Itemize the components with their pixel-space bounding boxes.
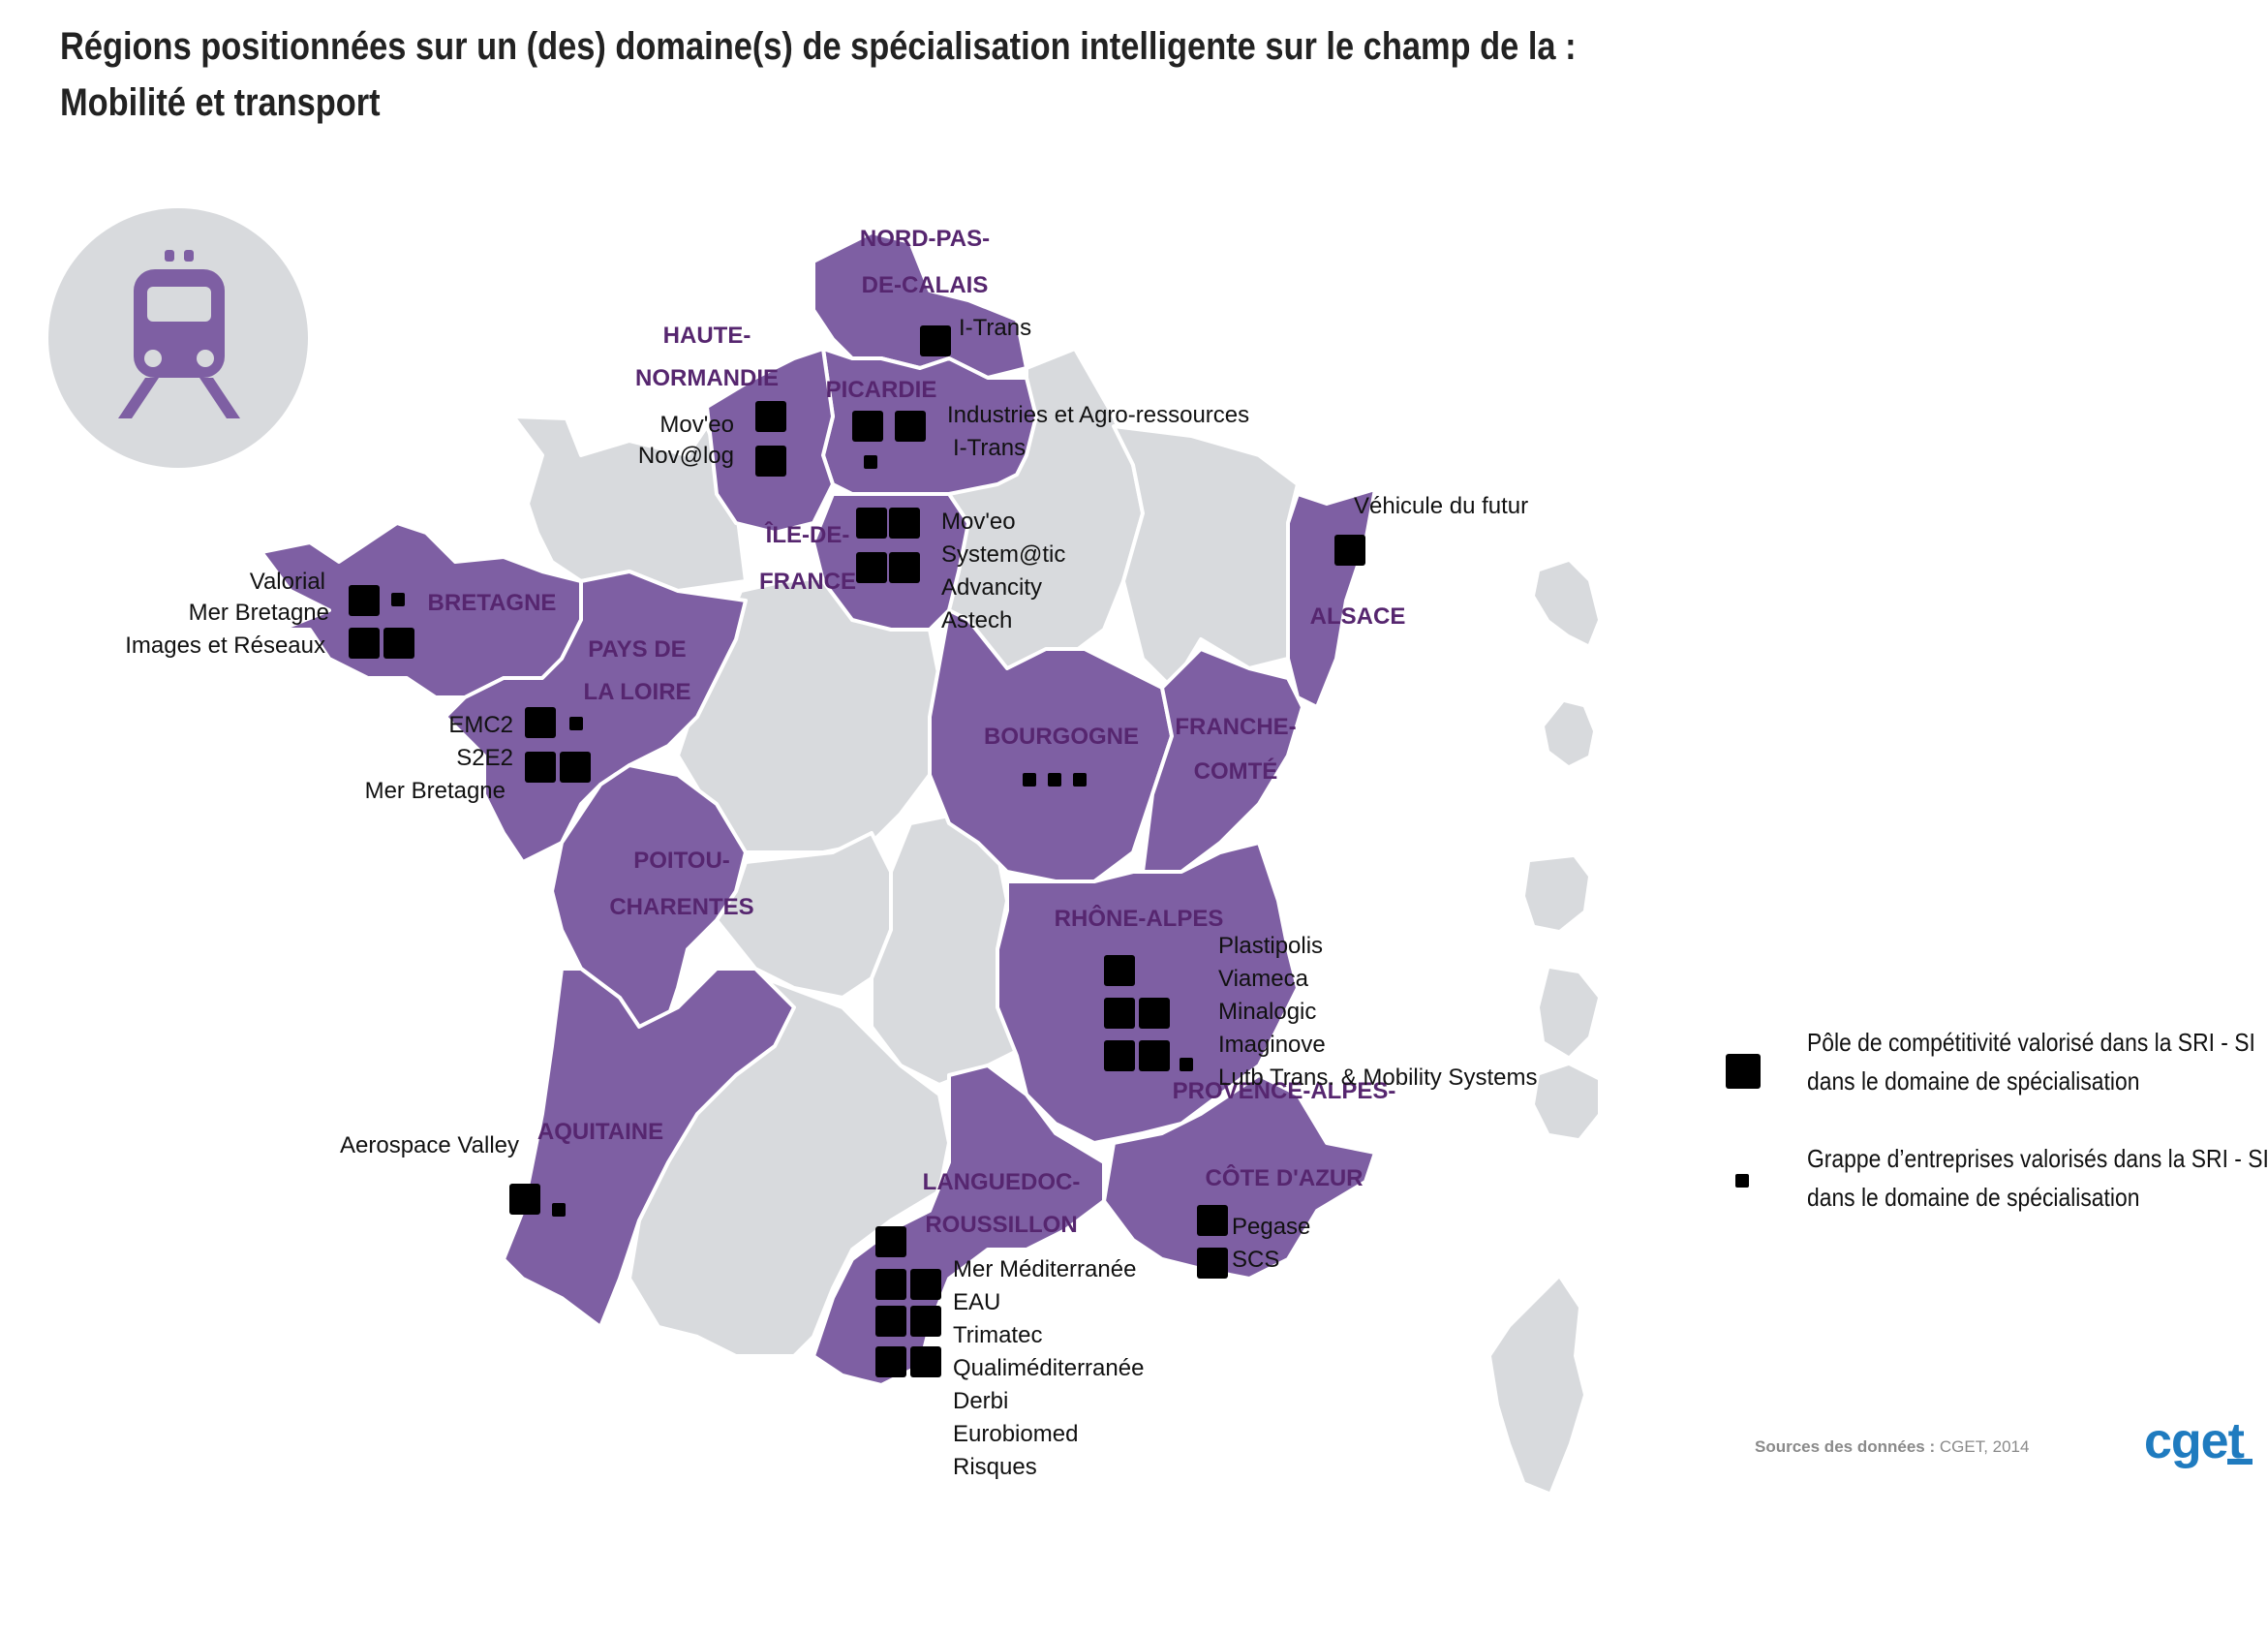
data-sources: Sources des données : CGET, 2014 <box>1755 1437 2029 1457</box>
cluster-label: Véhicule du futur <box>1354 493 1528 519</box>
cluster-label: Mer Bretagne <box>365 778 506 804</box>
region-label-bretagne: BRETAGNE <box>428 590 557 616</box>
cluster-label: Astech <box>941 607 1012 633</box>
region-label-nord-pas-de-calais-1: NORD-PAS- <box>860 226 990 252</box>
legend-pole-line2: dans le domaine de spécialisation <box>1807 1066 2140 1096</box>
region-label-haute-normandie-2: NORMANDIE <box>635 365 779 391</box>
overseas-martinique <box>1545 702 1593 765</box>
region-haute-normandie <box>705 347 835 535</box>
cluster-label: Industries et Agro-ressources <box>947 402 1249 428</box>
region-poitou-charentes <box>550 763 748 1029</box>
cluster-label: Eurobiomed <box>953 1421 1078 1447</box>
region-label-ile-de-france-1: ÎLE-DE- <box>765 521 850 548</box>
cluster-label: I-Trans <box>959 315 1031 341</box>
region-label-pays-de-la-loire-1: PAYS DE <box>588 636 686 663</box>
region-franche-comte <box>1141 647 1304 874</box>
region-label-paca-1: PROVENCE-ALPES- <box>1173 1078 1396 1104</box>
overseas-guyane <box>1525 857 1588 930</box>
cluster-label: EAU <box>953 1289 1000 1315</box>
cluster-symbols <box>349 325 1365 1377</box>
region-label-haute-normandie-1: HAUTE- <box>663 323 751 349</box>
legend-grappe-symbol <box>1735 1174 1749 1188</box>
cluster-label: Risques <box>953 1454 1037 1480</box>
region-provence-alpes-cote-dazur <box>1102 1073 1377 1281</box>
cluster-label: Aerospace Valley <box>340 1132 519 1158</box>
region-label-paca-2: CÔTE D'AZUR <box>1205 1164 1363 1191</box>
cluster-label: SCS <box>1232 1247 1279 1273</box>
region-label-picardie: PICARDIE <box>826 377 937 403</box>
sources-label: Sources des données : <box>1755 1437 1936 1456</box>
region-label-languedoc-2: ROUSSILLON <box>925 1212 1077 1238</box>
cluster-label: Plastipolis <box>1218 933 1323 959</box>
cget-logo-bar <box>2227 1459 2253 1465</box>
cluster-label: Lutb Trans. & Mobility Systems <box>1218 1065 1537 1091</box>
cluster-label: Imaginove <box>1218 1032 1326 1058</box>
legend-pole-symbol <box>1726 1054 1761 1089</box>
region-label-nord-pas-de-calais-2: DE-CALAIS <box>862 272 989 298</box>
train-icon <box>48 208 308 468</box>
region-aquitaine <box>502 967 796 1329</box>
cluster-label: Mer Bretagne <box>189 600 329 626</box>
region-lorraine <box>1112 424 1300 690</box>
region-label-aquitaine: AQUITAINE <box>537 1119 663 1145</box>
overseas-guadeloupe <box>1535 562 1598 644</box>
cluster-label: System@tic <box>941 541 1065 568</box>
region-label-poitou-charentes-1: POITOU- <box>633 848 730 874</box>
legend-pole-line1: Pôle de compétitivité valorisé dans la S… <box>1807 1028 2255 1057</box>
sources-value: CGET, 2014 <box>1939 1437 2030 1456</box>
overseas-reunion <box>1540 969 1598 1056</box>
region-rhone-alpes <box>996 841 1300 1145</box>
region-label-alsace: ALSACE <box>1310 603 1406 630</box>
cluster-label: EMC2 <box>448 712 513 738</box>
cluster-label: Derbi <box>953 1388 1008 1414</box>
cluster-label: Nov@log <box>638 443 734 469</box>
legend-pole-text: Pôle de compétitivité valorisé dans la S… <box>1807 1023 2255 1100</box>
map-title-line2: Mobilité et transport <box>60 81 381 124</box>
cluster-label: Mer Méditerranée <box>953 1256 1136 1282</box>
region-basse-normandie <box>511 415 748 593</box>
map-title-line1: Régions positionnées sur un (des) domain… <box>60 25 1577 68</box>
cluster-label: Mov'eo <box>659 412 734 438</box>
cluster-label: I-Trans <box>953 435 1026 461</box>
region-label-bourgogne: BOURGOGNE <box>984 724 1139 750</box>
corsica <box>1491 1279 1583 1492</box>
legend-grappe-text: Grappe d’entreprises valorisés dans la S… <box>1807 1139 2268 1217</box>
cluster-label: Images et Réseaux <box>125 633 325 659</box>
cluster-label: Minalogic <box>1218 999 1316 1025</box>
overseas-mayotte <box>1535 1065 1598 1138</box>
region-label-ile-de-france-2: FRANCE <box>759 569 856 595</box>
cluster-label: S2E2 <box>456 745 513 771</box>
cluster-label: Mov'eo <box>941 509 1016 535</box>
region-label-poitou-charentes-2: CHARENTES <box>609 894 753 920</box>
region-label-languedoc-1: LANGUEDOC- <box>923 1169 1081 1195</box>
cluster-label: Valorial <box>250 569 325 595</box>
region-alsace <box>1286 487 1377 709</box>
cluster-label: Advancity <box>941 574 1042 601</box>
region-label-rhone-alpes: RHÔNE-ALPES <box>1055 905 1224 932</box>
region-bourgogne <box>928 608 1174 883</box>
region-label-franche-comte-2: COMTÉ <box>1194 757 1278 785</box>
cluster-label: Viameca <box>1218 966 1309 992</box>
region-label-franche-comte-1: FRANCHE- <box>1175 714 1296 740</box>
legend-grappe-line2: dans le domaine de spécialisation <box>1807 1183 2140 1212</box>
legend-grappe-line1: Grappe d’entreprises valorisés dans la S… <box>1807 1144 2268 1173</box>
cluster-label: Pegase <box>1232 1214 1310 1240</box>
region-label-pays-de-la-loire-2: LA LOIRE <box>583 679 690 705</box>
cluster-label: Trimatec <box>953 1322 1042 1348</box>
cluster-label: Qualiméditerranée <box>953 1355 1144 1381</box>
